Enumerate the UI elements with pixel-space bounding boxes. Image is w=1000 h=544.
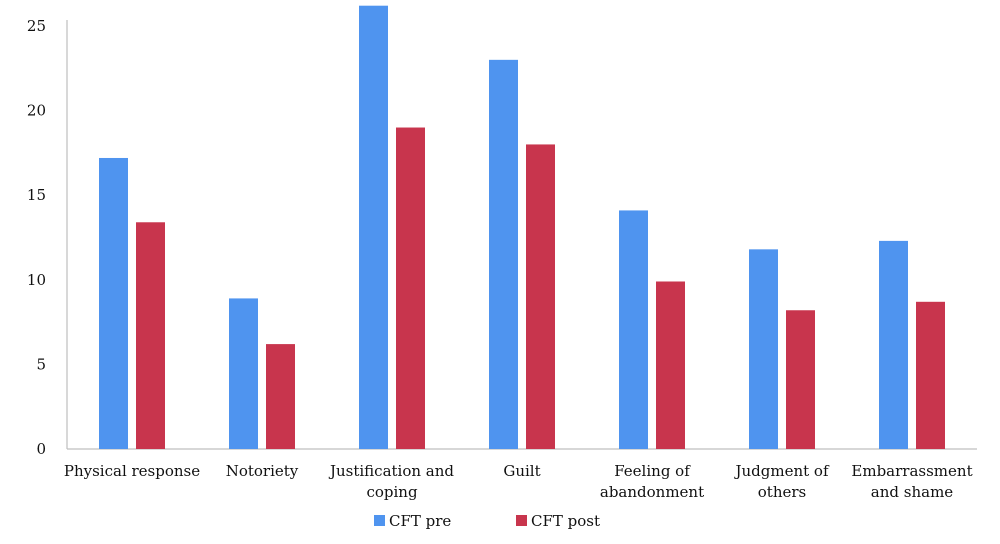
bar-pre-2 bbox=[359, 5, 388, 449]
y-tick-label: 15 bbox=[27, 186, 46, 204]
bar-post-5 bbox=[786, 310, 815, 449]
bar-pre-3 bbox=[489, 59, 518, 450]
x-tick-label: Justification and coping bbox=[328, 462, 454, 501]
bar-post-4 bbox=[656, 281, 685, 449]
legend-swatch bbox=[374, 515, 385, 526]
x-tick-label: Notoriety bbox=[226, 462, 299, 480]
y-tick-label: 0 bbox=[36, 440, 46, 458]
x-tick-label: Embarrassment and shame bbox=[851, 462, 972, 501]
y-tick-label: 10 bbox=[27, 271, 46, 289]
bar-post-6 bbox=[916, 301, 945, 449]
bar-pre-1 bbox=[229, 298, 258, 449]
legend-label: CFT pre bbox=[389, 512, 451, 530]
bar-post-1 bbox=[266, 344, 295, 449]
category-labels: Physical response Notoriety Justification … bbox=[64, 462, 973, 501]
legend-label: CFT post bbox=[531, 512, 600, 530]
bar-pre-0 bbox=[99, 157, 128, 449]
bar-pre-5 bbox=[749, 249, 778, 449]
bar-post-0 bbox=[136, 222, 165, 449]
bar-pre-4 bbox=[619, 210, 648, 449]
x-tick-label: Judgment of others bbox=[733, 462, 829, 501]
legend-item-post: CFT post bbox=[516, 512, 600, 530]
y-axis: 0 5 10 15 20 25 bbox=[27, 17, 68, 458]
legend: CFT pre CFT post bbox=[374, 512, 600, 530]
bar-pre-6 bbox=[879, 240, 908, 449]
legend-swatch bbox=[516, 515, 527, 526]
y-tick-label: 20 bbox=[27, 102, 46, 120]
legend-item-pre: CFT pre bbox=[374, 512, 451, 530]
y-tick-label: 25 bbox=[27, 17, 46, 35]
bar-post-3 bbox=[526, 144, 555, 449]
x-tick-label: Physical response bbox=[64, 462, 200, 480]
bars-group bbox=[99, 5, 945, 450]
x-tick-label: Guilt bbox=[503, 462, 540, 480]
x-tick-label: Feeling of abandonment bbox=[600, 462, 704, 501]
bar-post-2 bbox=[396, 127, 425, 450]
y-tick-label: 5 bbox=[36, 355, 46, 373]
